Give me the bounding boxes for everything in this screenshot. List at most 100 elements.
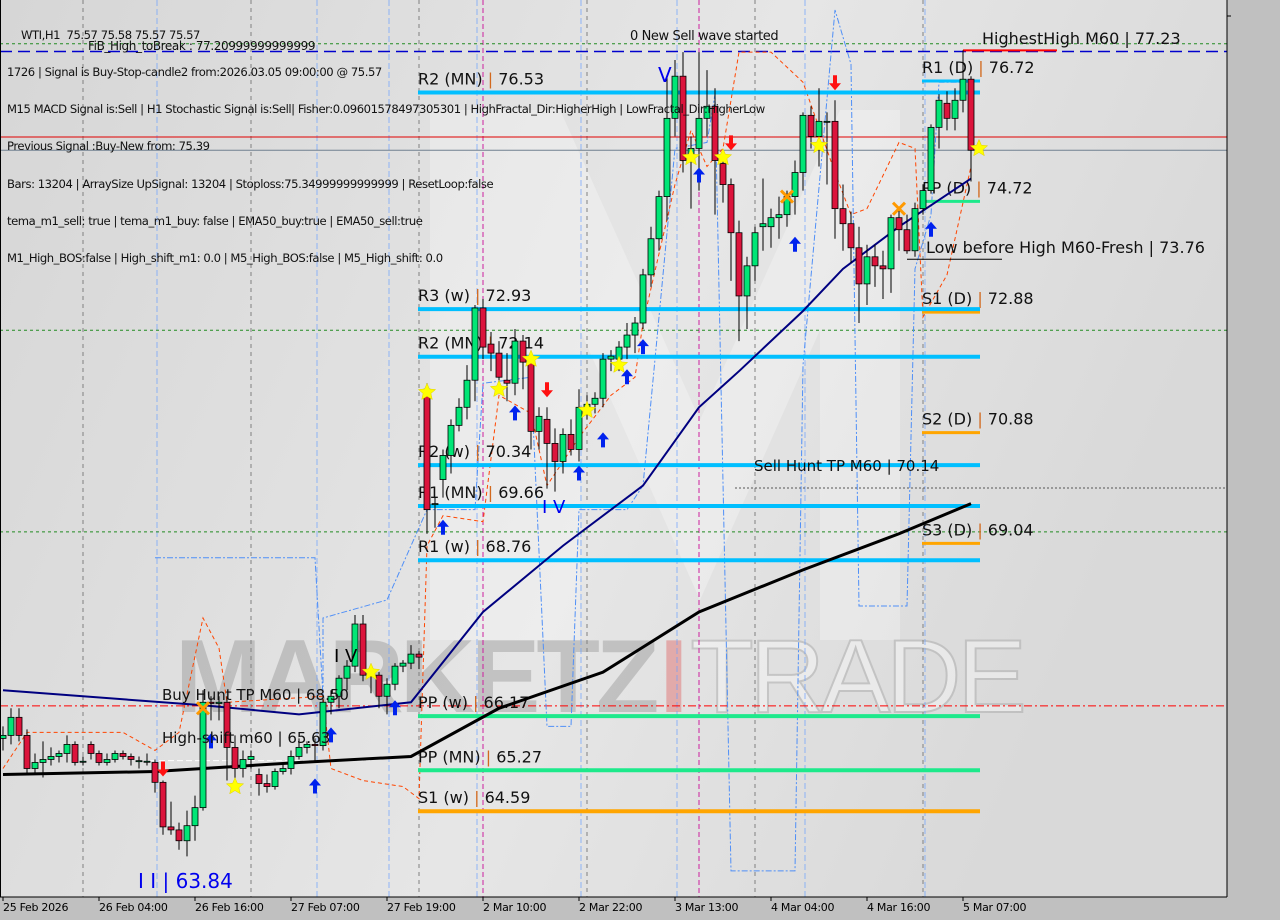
candle-bull <box>647 238 655 276</box>
candle-bear <box>503 379 511 384</box>
candle-bull <box>47 756 55 760</box>
level-separator: | <box>474 788 484 807</box>
candle-bull <box>927 126 935 191</box>
wave-ii-label: I I | 63.84 <box>138 869 233 893</box>
fib-break-text: FiB_High_toBreak : 77.20999999999999 <box>88 39 315 53</box>
candle-bull <box>407 653 415 664</box>
candle-bull <box>215 701 223 704</box>
candle-bull <box>135 760 143 763</box>
candle-bear <box>311 744 319 747</box>
wave-status-text: 0 New Sell wave started <box>630 29 778 44</box>
plot-background <box>0 0 1227 897</box>
candle-bull <box>191 807 199 827</box>
level-value: 66.17 <box>484 693 530 712</box>
x-tick-label: 2 Mar 10:00 <box>483 901 547 914</box>
sell-arrow-down-icon <box>829 75 841 91</box>
buy-hunt-label: Buy Hunt TP M60 | 68.50 <box>162 686 349 704</box>
candle-bear <box>495 352 503 378</box>
level-name: R1 (D) <box>922 58 978 77</box>
candle-bull <box>391 665 399 685</box>
pivot-level-label: R2 (w) | 70.34 <box>418 442 531 461</box>
high-shift-label: High-shift m60 | 65.63 <box>162 729 330 747</box>
candle-bull <box>319 701 327 747</box>
candle-bear <box>679 75 687 161</box>
candle-bull <box>111 753 119 760</box>
candle-bear <box>711 105 719 161</box>
pivot-level-label: PP (D) | 74.72 <box>922 178 1033 197</box>
pivot-level-label: R1 (MN) | 69.66 <box>418 483 544 502</box>
candle-bear <box>95 753 103 763</box>
level-value: 69.66 <box>498 483 544 502</box>
candle-bull <box>919 190 927 210</box>
pivot-level-label: PP (MN) | 65.27 <box>418 747 542 766</box>
low-before-high-label: Low before High M60-Fresh | 73.76 <box>926 238 1205 257</box>
candle-bear <box>871 256 879 267</box>
candle-bull <box>143 760 151 763</box>
candle-bull <box>575 406 583 450</box>
candle-bear <box>175 829 183 842</box>
candle-bull <box>535 415 543 432</box>
cross-marker-icon <box>195 701 211 716</box>
candle-bull <box>431 503 439 506</box>
candle-bull <box>63 744 71 754</box>
level-name: R2 (MN) <box>418 69 488 88</box>
level-name: S1 (w) <box>418 788 474 807</box>
level-name: S2 (D) <box>922 410 977 429</box>
buy-arrow-up-icon <box>205 733 217 749</box>
level-separator: | <box>488 69 498 88</box>
buy-arrow-up-icon <box>437 519 449 535</box>
candle-bear <box>151 762 159 783</box>
level-name: R1 (MN) <box>418 483 488 502</box>
star-signal-icon <box>577 400 597 419</box>
x-tick-label: 27 Feb 19:00 <box>387 901 456 914</box>
candle-bear <box>831 120 839 210</box>
candle-bear <box>903 229 911 252</box>
cross-marker-icon <box>891 201 907 216</box>
candle-bear <box>735 232 743 297</box>
level-separator: | <box>977 289 987 308</box>
candle-bull <box>743 265 751 297</box>
level-value: 76.72 <box>989 58 1035 77</box>
star-signal-icon <box>681 147 701 166</box>
candle-bull <box>663 117 671 197</box>
candle-bull <box>911 208 919 252</box>
level-separator: | <box>977 410 987 429</box>
level-separator: | <box>978 58 988 77</box>
x-tick-label: 26 Feb 04:00 <box>99 901 168 914</box>
candle-bull <box>183 825 191 842</box>
candle-bull <box>471 307 479 381</box>
candle-bear <box>71 744 79 763</box>
candle-bear <box>415 653 423 658</box>
buy-arrow-up-icon <box>573 465 585 481</box>
level-name: R2 (MN) <box>418 334 488 353</box>
pivot-level-label: PP (w) | 66.17 <box>418 693 529 712</box>
wave-iv-blue-label: I V <box>542 497 566 518</box>
level-name: R1 (w) <box>418 537 475 556</box>
candle-bull <box>767 217 775 228</box>
x-tick-label: 3 Mar 13:00 <box>675 901 739 914</box>
level-separator: | <box>977 520 987 539</box>
candle-bull <box>655 196 663 240</box>
candle-bull <box>815 120 823 137</box>
candle-bear <box>567 433 575 450</box>
candle-bull <box>791 172 799 198</box>
candle-bear <box>943 102 951 119</box>
candle-bull <box>271 771 279 787</box>
candle-bull <box>775 214 783 219</box>
level-value: 72.88 <box>988 289 1034 308</box>
star-signal-icon <box>489 379 509 398</box>
candle-bull <box>951 99 959 119</box>
candle-bull <box>279 768 287 772</box>
level-name: S3 (D) <box>922 520 977 539</box>
highest-high-label: HighestHigh M60 | 77.23 <box>982 29 1181 48</box>
candle-bear <box>543 418 551 444</box>
candle-bull <box>55 753 63 757</box>
sell-arrow-down-icon <box>157 761 169 777</box>
buy-arrow-up-icon <box>693 167 705 183</box>
candle-bull <box>31 762 39 769</box>
candle-bull <box>695 117 703 149</box>
star-signal-icon <box>361 662 381 681</box>
pivot-level-label: S3 (D) | 69.04 <box>922 520 1034 539</box>
candle-bull <box>671 75 679 119</box>
